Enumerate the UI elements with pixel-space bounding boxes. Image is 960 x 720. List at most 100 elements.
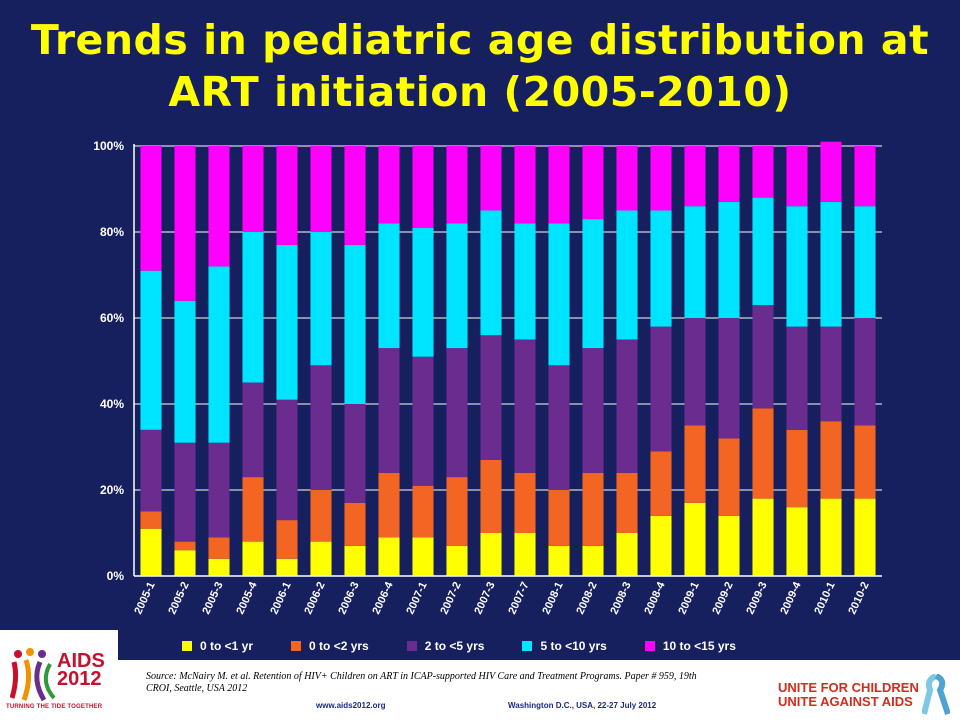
x-tick-label: 2007-7: [506, 580, 531, 616]
bar-segment: [752, 408, 774, 499]
legend-item: 0 to <2 yrs: [291, 639, 369, 653]
bar-segment: [480, 335, 502, 460]
legend-swatch: [644, 641, 655, 651]
bar-segment: [208, 558, 230, 576]
bar-segment: [344, 545, 366, 576]
bar-segment: [684, 502, 706, 576]
y-tick-label: 100%: [93, 139, 124, 153]
x-tick-label: 2009-1: [676, 580, 701, 616]
legend-label: 0 to <2 yrs: [309, 639, 369, 653]
bar-segment: [276, 520, 298, 559]
bar-segment: [514, 533, 536, 576]
bar-segment: [276, 244, 298, 400]
ribbon-figures-icon: [10, 648, 56, 702]
bar-segment: [616, 210, 638, 340]
bar-segment: [582, 545, 604, 576]
x-tick-label: 2008-4: [642, 579, 668, 616]
bar-segment: [174, 442, 196, 542]
bar-segment: [140, 429, 162, 512]
bar-segment: [548, 545, 570, 576]
legend-swatch: [182, 641, 192, 651]
bar-segment: [412, 537, 434, 576]
x-tick-label: 2009-3: [744, 580, 769, 616]
y-tick-label: 80%: [100, 225, 124, 239]
x-tick-label: 2009-4: [778, 579, 804, 616]
website-link[interactable]: www.aids2012.org: [316, 701, 386, 710]
x-tick-label: 2010-2: [846, 580, 871, 616]
unite-for-children-logo: UNITE FOR CHILDREN UNITE AGAINST AIDS: [778, 681, 919, 709]
x-tick-label: 2008-1: [540, 580, 565, 616]
bar-segment: [412, 485, 434, 538]
bar-segment: [650, 515, 672, 576]
bar-segment: [310, 146, 332, 232]
bar-segment: [786, 507, 808, 576]
bar-segment: [378, 146, 400, 224]
bar-segment: [242, 477, 264, 542]
bar-segment: [310, 541, 332, 576]
bar-segment: [854, 146, 876, 207]
bar-segment: [854, 498, 876, 576]
x-tick-label: 2006-2: [302, 580, 327, 616]
bar-segment: [310, 232, 332, 366]
bar-segment: [310, 365, 332, 490]
bar-segment: [786, 326, 808, 430]
bar-segment: [412, 227, 434, 357]
unite-line1: UNITE FOR CHILDREN: [778, 680, 919, 695]
footer-band: [118, 660, 960, 720]
x-tick-label: 2008-3: [608, 580, 633, 616]
bar-segment: [582, 219, 604, 349]
x-tick-label: 2007-1: [404, 580, 429, 616]
bar-segment: [140, 146, 162, 271]
bar-segment: [548, 146, 570, 224]
bar-segment: [786, 146, 808, 207]
bar-segment: [208, 146, 230, 267]
bar-segment: [208, 442, 230, 538]
bar-segment: [616, 339, 638, 473]
stacked-bar-chart: 0% 20% 40% 60% 80% 100% 2005-1 2005-2 2005-3 2005…: [72, 130, 892, 616]
bar-segment: [854, 425, 876, 499]
chart-svg: 0% 20% 40% 60% 80% 100% 2005-1 2005-2 2005-3 2005…: [93, 139, 882, 616]
bar-segment: [480, 459, 502, 533]
bar-segment: [140, 270, 162, 430]
source-citation: Source: McNairy M. et al. Retention of H…: [146, 671, 697, 694]
y-tick-label: 60%: [100, 311, 124, 325]
x-tick-label: 2005-2: [166, 580, 191, 616]
bar-segment: [514, 472, 536, 533]
bar-segment: [786, 206, 808, 327]
conference-info: Washington D.C., USA, 22-27 July 2012: [508, 701, 657, 710]
x-tick-label: 2006-3: [336, 580, 361, 616]
chart-legend: 0 to <1 yr 0 to <2 yrs 2 to <5 yrs 5 to <10…: [182, 636, 736, 656]
bar-segment: [174, 300, 196, 443]
x-tick-label: 2010-1: [812, 580, 837, 616]
bar-segment: [344, 244, 366, 404]
bar-segment: [480, 146, 502, 211]
bar-segment: [412, 146, 434, 228]
awareness-ribbon-icon: [922, 674, 950, 715]
bar-segment: [446, 545, 468, 576]
legend-label: 2 to <5 yrs: [424, 639, 485, 653]
bar-segment: [616, 146, 638, 211]
bar-segment: [582, 146, 604, 220]
bar-segment: [752, 305, 774, 409]
bar-segment: [446, 348, 468, 478]
x-tick-label: 2009-2: [710, 580, 735, 616]
bar-segment: [718, 515, 740, 576]
bar-segment: [752, 146, 774, 198]
legend-swatch: [522, 641, 533, 651]
bar-segment: [820, 421, 842, 499]
bar-segment: [650, 146, 672, 211]
bar-segment: [582, 472, 604, 546]
bar-segment: [276, 146, 298, 245]
logo-tagline: TURNING THE TIDE TOGETHER: [6, 704, 103, 710]
legend-swatch: [291, 641, 302, 651]
bar-segment: [344, 404, 366, 503]
aids2012-logo: AIDS 2012 TURNING THE TIDE TOGETHER: [0, 630, 118, 720]
bar-segment: [140, 511, 162, 529]
bar-segment: [378, 348, 400, 473]
x-tick-label: 2005-4: [234, 579, 260, 616]
x-tick-label: 2006-1: [268, 580, 293, 616]
bar-segment: [276, 558, 298, 576]
bar-segment: [514, 223, 536, 340]
x-tick-label: 2007-3: [472, 580, 497, 616]
y-tick-label: 0%: [107, 569, 125, 583]
